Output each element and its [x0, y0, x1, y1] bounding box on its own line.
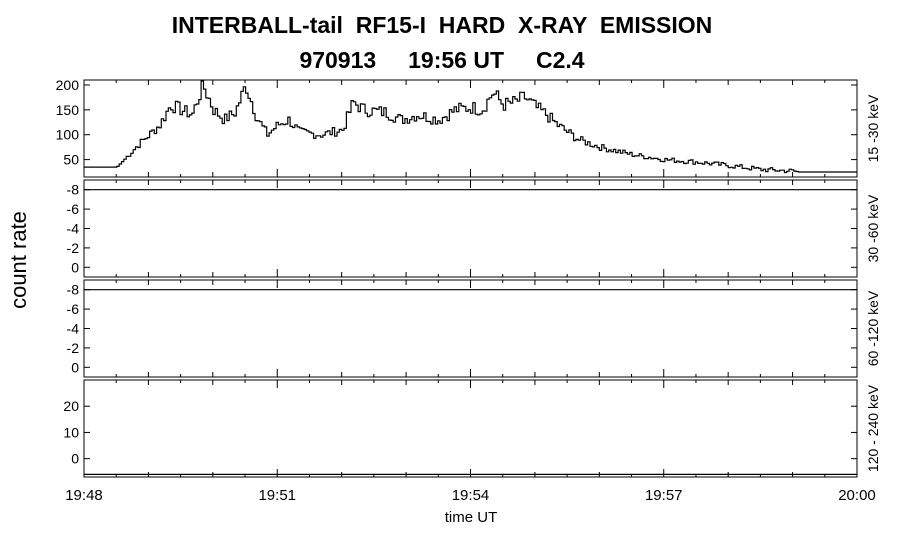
title-date: 970913 — [299, 47, 377, 73]
x-axis-label: time UT — [445, 509, 498, 526]
x-tick-label: 19:48 — [65, 487, 103, 504]
title-time: 19:56 UT — [408, 47, 505, 73]
x-tick-label: 19:54 — [452, 487, 490, 504]
y-tick-label: 150 — [56, 102, 80, 118]
panel-frame — [83, 279, 858, 378]
y-tick-label: 0 — [71, 259, 79, 275]
y-tick-label: -6 — [67, 301, 80, 317]
x-tick-label: 20:00 — [838, 487, 876, 504]
y-tick-label: -4 — [67, 221, 80, 237]
y-tick-label: 200 — [56, 77, 80, 93]
band-label: 30 -60 keV — [865, 194, 881, 262]
panel-frame — [83, 179, 858, 278]
band-label: 15 -30 keV — [865, 94, 881, 162]
x-tick-label: 19:57 — [645, 487, 683, 504]
y-tick-label: 100 — [56, 127, 80, 143]
title-flare-class: C2.4 — [535, 47, 585, 73]
y-tick-label: -8 — [67, 182, 80, 198]
chart-subtitle: 970913 19:56 UT C2.4 — [0, 47, 884, 74]
y-tick-label: -4 — [67, 321, 80, 337]
y-axis-label: count rate — [6, 211, 31, 309]
band-label: 60 -120 keV — [865, 290, 881, 366]
y-tick-label: -6 — [67, 201, 80, 217]
y-tick-label: 0 — [71, 359, 79, 375]
y-tick-label: -2 — [67, 240, 80, 256]
y-tick-label: 20 — [63, 398, 79, 414]
y-tick-label: 0 — [71, 451, 79, 467]
panel-frame — [83, 379, 858, 478]
band-label: 120 - 240 keV — [865, 384, 881, 472]
y-tick-label: -2 — [67, 340, 80, 356]
panel-frame — [83, 79, 858, 178]
y-tick-label: 50 — [63, 152, 79, 168]
y-tick-label: 10 — [63, 424, 79, 440]
x-tick-label: 19:51 — [258, 487, 296, 504]
series-line — [84, 80, 857, 174]
y-tick-label: -8 — [67, 282, 80, 298]
chart-title: INTERBALL-tail RF15-I HARD X-RAY EMISSIO… — [171, 12, 713, 38]
